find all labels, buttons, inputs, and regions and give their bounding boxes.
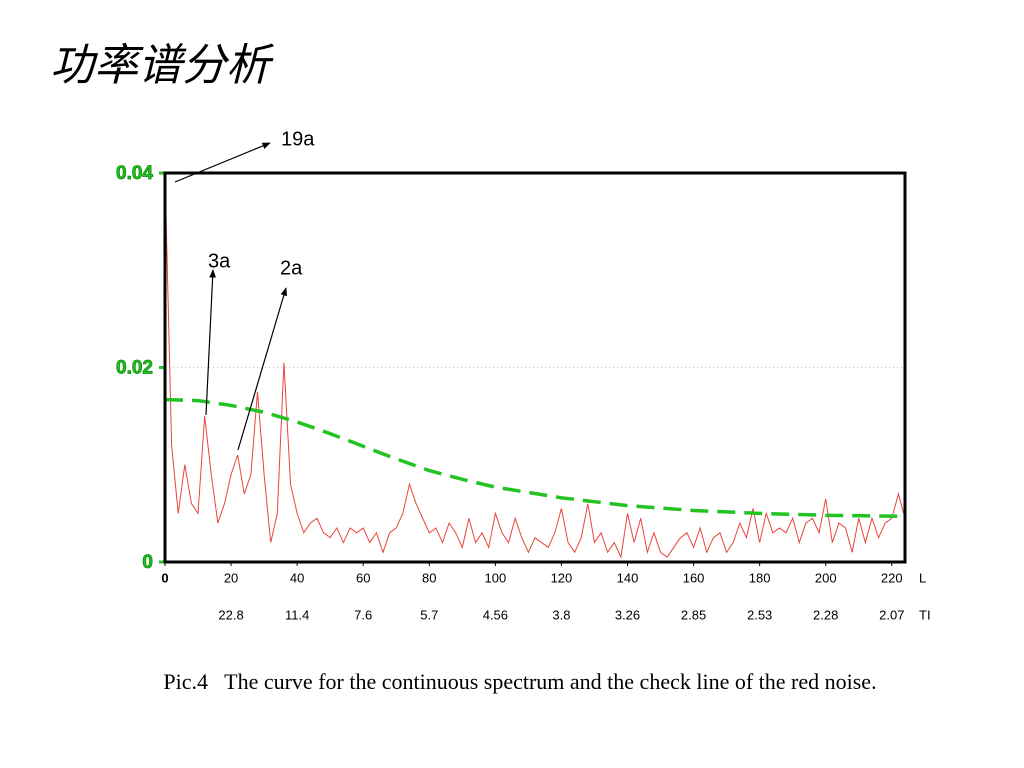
x-tick-label: 220 bbox=[881, 570, 903, 585]
period-label: 7.6 bbox=[354, 607, 372, 622]
period-axis-label: TI bbox=[919, 607, 931, 622]
period-label: 2.28 bbox=[813, 607, 838, 622]
slide-title: 功率谱分析 bbox=[50, 40, 275, 91]
y-tick-label: 0.02 bbox=[116, 358, 153, 379]
period-label: 2.53 bbox=[747, 607, 772, 622]
period-label: 2.85 bbox=[681, 607, 706, 622]
annotation-label: 19a bbox=[281, 128, 315, 150]
check-line bbox=[164, 397, 906, 519]
x-tick-label: 20 bbox=[224, 570, 238, 585]
period-label: 11.4 bbox=[285, 607, 309, 622]
spectrum-line bbox=[164, 172, 906, 559]
annotation-label: 3a bbox=[208, 250, 231, 272]
period-label: 22.8 bbox=[218, 607, 243, 622]
x-tick-label: 160 bbox=[683, 570, 705, 585]
annotation-arrow bbox=[237, 287, 288, 451]
period-label: 5.7 bbox=[420, 607, 438, 622]
x-tick-label: 80 bbox=[422, 570, 436, 585]
annotation-arrow bbox=[174, 142, 271, 183]
x-tick-label: 180 bbox=[749, 570, 771, 585]
y-tick-label: 0.04 bbox=[116, 163, 153, 184]
period-label: 3.8 bbox=[552, 607, 570, 622]
x-tick-label: 60 bbox=[356, 570, 370, 585]
y-tick-label: 0 bbox=[142, 552, 153, 573]
x-tick-label: 0 bbox=[161, 570, 168, 585]
plot-frame bbox=[163, 171, 907, 564]
x-tick-label: 200 bbox=[815, 570, 837, 585]
x-axis-label: L bbox=[919, 570, 926, 585]
caption: Pic.4 The curve for the continuous spect… bbox=[163, 669, 876, 694]
x-tick-label: 140 bbox=[617, 570, 639, 585]
annotation-label: 2a bbox=[280, 257, 303, 279]
period-label: 3.26 bbox=[615, 607, 640, 622]
x-tick-label: 40 bbox=[290, 570, 304, 585]
x-tick-label: 120 bbox=[551, 570, 573, 585]
x-tick-label: 100 bbox=[485, 570, 507, 585]
period-label: 4.56 bbox=[483, 607, 508, 622]
period-label: 2.07 bbox=[879, 607, 904, 622]
annotation-arrow bbox=[205, 269, 216, 416]
